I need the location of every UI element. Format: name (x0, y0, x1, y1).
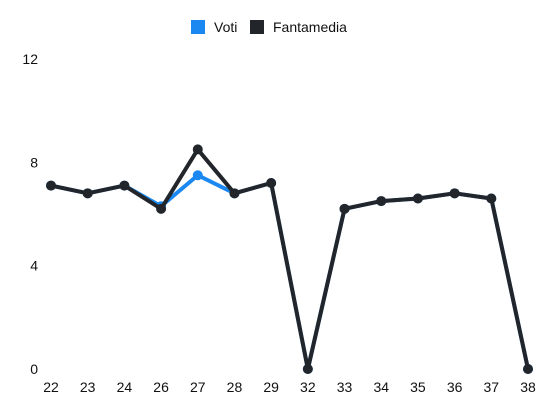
data-point[interactable] (339, 203, 350, 214)
data-point[interactable] (119, 180, 130, 191)
y-tick-label: 12 (22, 51, 38, 67)
data-point[interactable] (486, 193, 497, 204)
data-point[interactable] (302, 364, 313, 374)
x-tick-label: 33 (337, 379, 353, 395)
x-tick-label: 28 (227, 379, 243, 395)
series-fantamedia (46, 144, 533, 374)
x-tick-label: 32 (300, 379, 316, 395)
x-tick-label: 22 (43, 379, 59, 395)
data-point[interactable] (229, 188, 240, 199)
data-point[interactable] (412, 193, 423, 204)
x-tick-label: 26 (153, 379, 169, 395)
x-tick-label: 29 (263, 379, 279, 395)
series-layer (46, 144, 533, 374)
data-point[interactable] (266, 178, 277, 188)
data-point[interactable] (156, 203, 167, 214)
x-tick-label: 34 (373, 379, 389, 395)
y-tick-label: 4 (30, 258, 38, 274)
x-tick-label: 24 (117, 379, 133, 395)
y-tick-label: 8 (30, 154, 38, 170)
y-axis: 0 4 8 12 (22, 51, 38, 377)
x-tick-label: 38 (520, 379, 536, 395)
legend-swatch-fantamedia (250, 20, 264, 34)
data-point[interactable] (449, 188, 460, 199)
data-point[interactable] (192, 170, 203, 181)
legend-swatch-voti (191, 20, 205, 34)
data-point[interactable] (46, 180, 56, 191)
y-tick-label: 0 (30, 361, 38, 377)
data-point[interactable] (523, 364, 533, 374)
x-tick-label: 27 (190, 379, 206, 395)
x-tick-label: 36 (447, 379, 463, 395)
data-point[interactable] (192, 144, 203, 155)
x-tick-label: 37 (484, 379, 500, 395)
series-line (49, 147, 530, 371)
legend: Voti Fantamedia (191, 19, 347, 35)
data-point[interactable] (376, 196, 387, 207)
legend-label-fantamedia: Fantamedia (273, 19, 347, 35)
legend-label-voti: Voti (214, 19, 237, 35)
data-point[interactable] (82, 188, 93, 199)
x-axis: 22 23 24 26 27 28 29 32 33 34 35 36 37 38 (43, 379, 536, 395)
x-tick-label: 35 (410, 379, 426, 395)
x-tick-label: 23 (80, 379, 96, 395)
